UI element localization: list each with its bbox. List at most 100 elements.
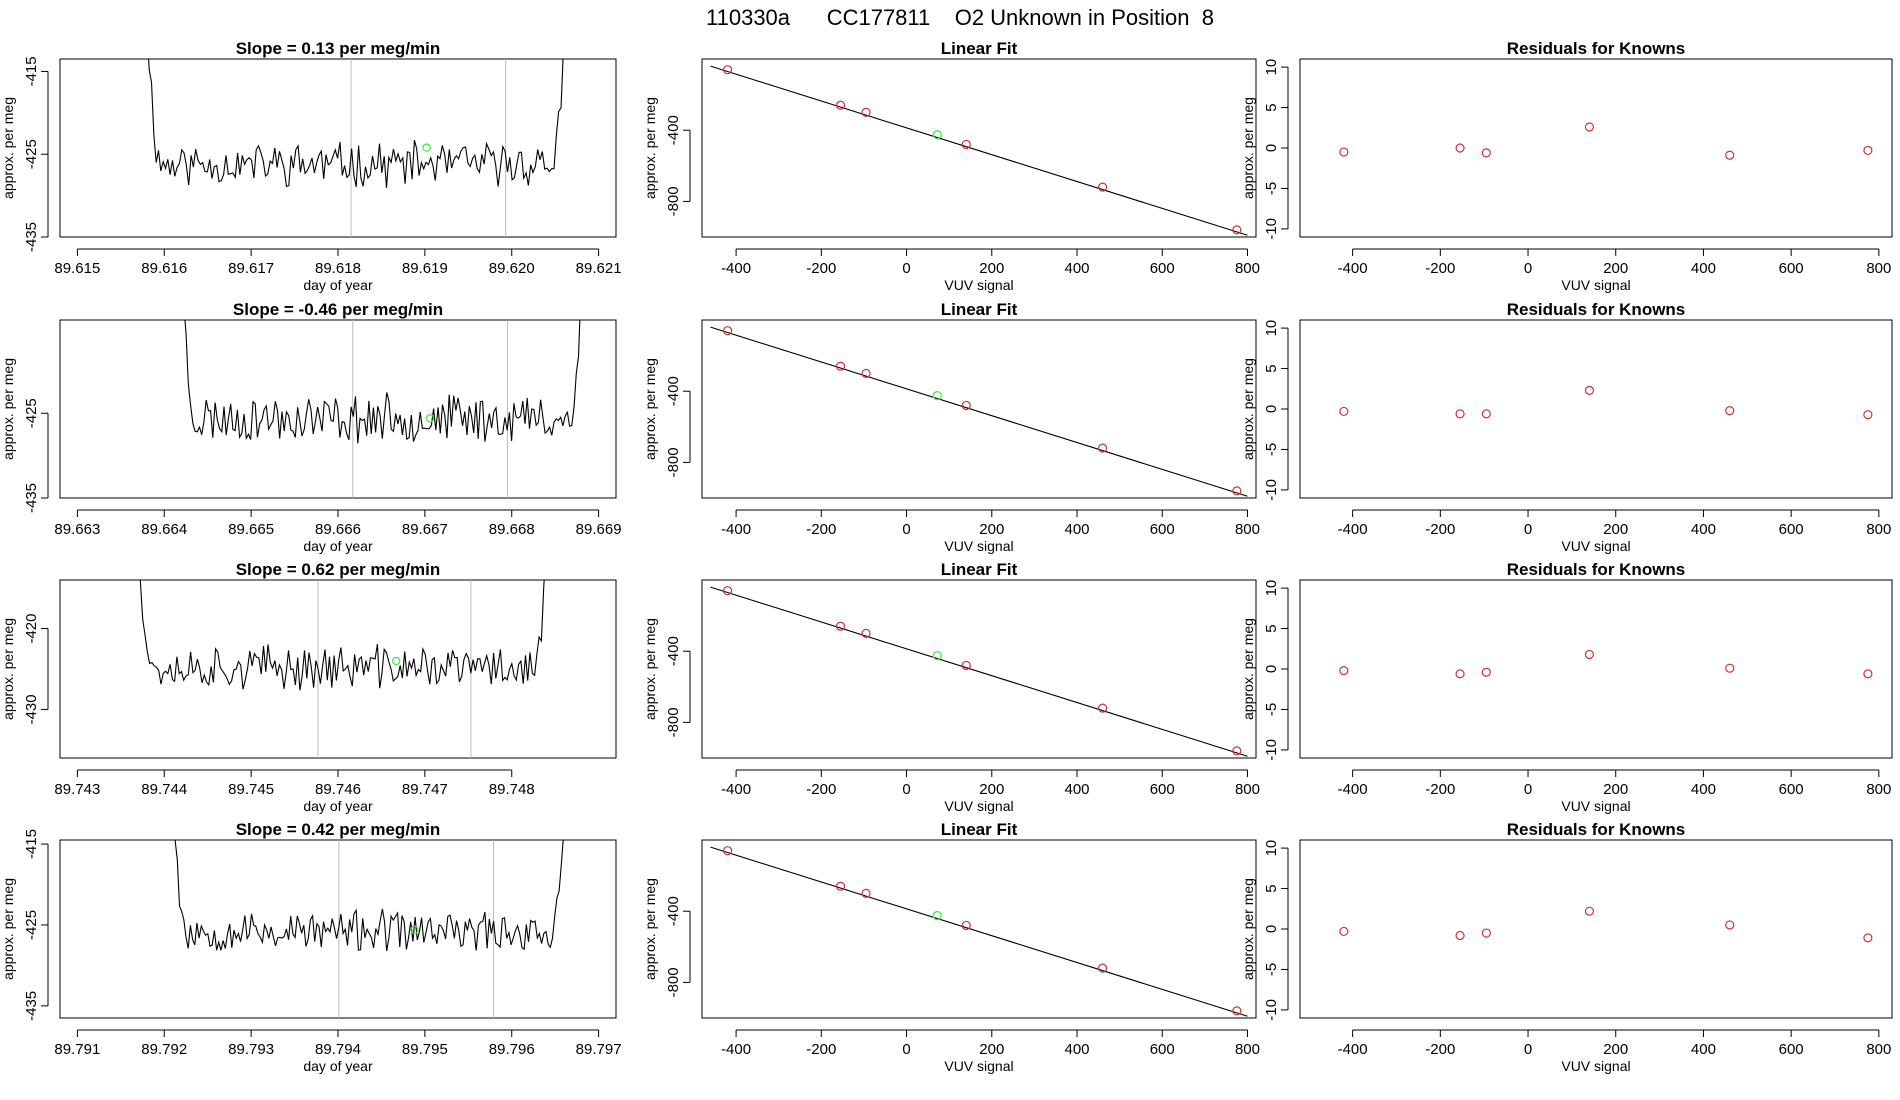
x-tick-label: -400 bbox=[721, 521, 751, 538]
y-tick-label: -10 bbox=[1263, 739, 1280, 761]
x-tick-label: 800 bbox=[1866, 1041, 1891, 1058]
chart-panel: Linear Fit -400 -200 0 200 400 600 800 VUV signa… bbox=[642, 560, 1260, 814]
y-tick-label: -800 bbox=[665, 707, 682, 737]
x-tick-label: 0 bbox=[1524, 781, 1532, 798]
y-axis-label: approx. per meg bbox=[1240, 358, 1256, 460]
x-tick-label: -200 bbox=[1425, 260, 1455, 277]
plot-area bbox=[710, 586, 1248, 757]
x-tick-label: -200 bbox=[806, 260, 836, 277]
signal-trace bbox=[174, 840, 564, 952]
known-point bbox=[722, 326, 733, 336]
y-tick-label: -400 bbox=[665, 896, 682, 926]
page-title: 110330a CC177811 O2 Unknown in Position … bbox=[706, 5, 1214, 30]
x-tick-label: 800 bbox=[1235, 781, 1260, 798]
plot-area bbox=[710, 846, 1248, 1017]
y-tick-label: 0 bbox=[1263, 144, 1280, 152]
x-tick-label: 800 bbox=[1235, 521, 1260, 538]
plot-frame bbox=[1299, 839, 1893, 1019]
fit-line bbox=[710, 846, 1248, 1017]
y-axis-label: approx. per meg bbox=[642, 878, 658, 980]
x-axis-label: day of year bbox=[303, 538, 373, 554]
x-tick-label: -200 bbox=[806, 781, 836, 798]
y-axis-label: approx. per meg bbox=[1240, 618, 1256, 720]
x-tick-label: -400 bbox=[1338, 260, 1368, 277]
known-point bbox=[961, 920, 971, 931]
x-tick-label: 89.615 bbox=[54, 260, 100, 277]
x-tick-label: 400 bbox=[1064, 781, 1089, 798]
x-tick-label: 400 bbox=[1691, 260, 1716, 277]
plot-area bbox=[1339, 649, 1873, 679]
y-axis-label: approx. per meg bbox=[0, 97, 16, 199]
y-tick-label: -420 bbox=[23, 614, 40, 644]
y-tick-label: -435 bbox=[23, 483, 40, 513]
known-point bbox=[1481, 928, 1491, 938]
x-tick-label: 89.745 bbox=[228, 781, 274, 798]
x-tick-label: 0 bbox=[1524, 260, 1532, 277]
chart-panel: Slope = 0.42 per meg/min 89.791 89.792 89.7… bbox=[0, 820, 622, 1074]
chart-title: Linear Fit bbox=[941, 560, 1018, 579]
x-tick-label: -400 bbox=[1338, 781, 1368, 798]
chart-panel: Slope = -0.46 per meg/min 89.663 89.664 89.… bbox=[0, 300, 622, 554]
chart-panel: Residuals for Knowns -400 -200 0 200 400 600 80… bbox=[1240, 560, 1893, 814]
known-point bbox=[1097, 963, 1108, 973]
known-point bbox=[1725, 920, 1735, 930]
known-point bbox=[835, 881, 846, 891]
x-axis-label: VUV signal bbox=[944, 277, 1013, 293]
x-tick-label: -400 bbox=[1338, 1041, 1368, 1058]
x-tick-label: 89.669 bbox=[576, 521, 622, 538]
chart-title: Slope = -0.46 per meg/min bbox=[233, 300, 443, 319]
known-point bbox=[1725, 150, 1735, 160]
plot-area bbox=[1339, 906, 1873, 943]
x-axis-label: VUV signal bbox=[944, 1058, 1013, 1074]
chart-title: Slope = 0.62 per meg/min bbox=[236, 560, 441, 579]
y-tick-label: -800 bbox=[665, 447, 682, 477]
x-tick-label: 0 bbox=[902, 1041, 910, 1058]
x-axis-label: VUV signal bbox=[1561, 538, 1630, 554]
x-tick-label: 0 bbox=[902, 521, 910, 538]
y-tick-label: 5 bbox=[1263, 884, 1280, 892]
y-tick-label: -400 bbox=[665, 115, 682, 145]
x-tick-label: 200 bbox=[1603, 260, 1628, 277]
x-tick-label: 0 bbox=[902, 781, 910, 798]
unknown-point bbox=[932, 651, 942, 661]
chart-title: Linear Fit bbox=[941, 300, 1018, 319]
x-tick-label: 89.795 bbox=[402, 1041, 448, 1058]
known-point bbox=[1232, 486, 1242, 496]
y-tick-label: -5 bbox=[1263, 963, 1280, 976]
y-tick-label: -10 bbox=[1263, 218, 1280, 240]
known-point bbox=[1863, 145, 1873, 156]
known-point bbox=[1725, 406, 1735, 416]
x-tick-label: 800 bbox=[1866, 781, 1891, 798]
x-tick-label: 400 bbox=[1691, 781, 1716, 798]
y-axis-label: approx. per meg bbox=[1240, 97, 1256, 199]
y-tick-label: 0 bbox=[1263, 405, 1280, 413]
x-tick-label: 89.617 bbox=[228, 260, 274, 277]
x-axis-label: day of year bbox=[303, 277, 373, 293]
known-point bbox=[1584, 385, 1595, 395]
x-tick-label: 89.616 bbox=[141, 260, 187, 277]
plot-frame bbox=[1299, 58, 1893, 238]
x-tick-label: 600 bbox=[1779, 1041, 1804, 1058]
plot-area bbox=[139, 580, 545, 758]
plot-frame bbox=[59, 839, 617, 1019]
y-tick-label: -435 bbox=[23, 222, 40, 252]
signal-trace bbox=[139, 580, 545, 691]
chart-panel: Slope = 0.62 per meg/min 89.743 89.744 89.7… bbox=[0, 560, 617, 814]
signal-trace bbox=[148, 59, 564, 188]
known-point bbox=[861, 628, 871, 639]
x-tick-label: 800 bbox=[1235, 1041, 1260, 1058]
chart-grid: Slope = 0.13 per meg/min 89.615 89.616 89.6… bbox=[0, 39, 1893, 1074]
chart-title: Residuals for Knowns bbox=[1507, 300, 1686, 319]
x-tick-label: -200 bbox=[806, 521, 836, 538]
x-tick-label: -400 bbox=[721, 1041, 751, 1058]
x-axis-label: VUV signal bbox=[1561, 1058, 1630, 1074]
x-tick-label: 0 bbox=[1524, 1041, 1532, 1058]
chart-panel: Linear Fit -400 -200 0 200 400 600 800 VUV signa… bbox=[642, 39, 1260, 293]
known-point bbox=[1232, 1006, 1242, 1016]
known-point bbox=[1584, 906, 1595, 916]
plot-area bbox=[184, 320, 581, 498]
known-point bbox=[1725, 663, 1735, 673]
known-point bbox=[1455, 930, 1465, 941]
unknown-point bbox=[422, 143, 431, 152]
plot-area bbox=[1339, 385, 1873, 420]
